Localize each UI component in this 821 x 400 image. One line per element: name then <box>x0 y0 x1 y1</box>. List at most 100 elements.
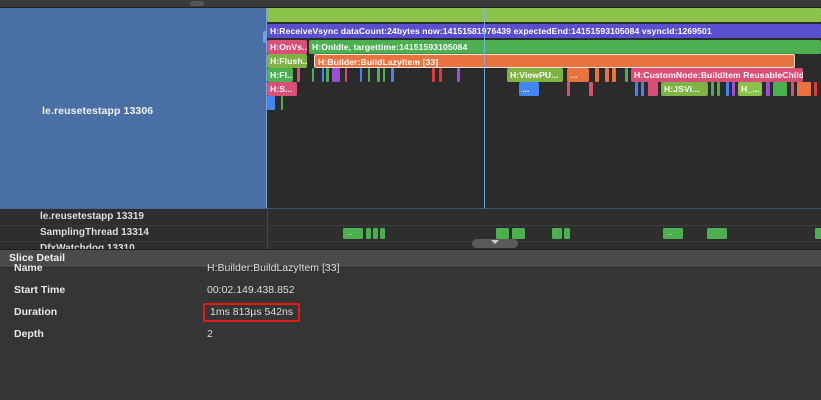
thread-label: DfxWatchdog 13310 <box>40 243 135 249</box>
timeline-slice[interactable] <box>383 68 385 82</box>
thread-row[interactable]: DfxWatchdog 13310 <box>0 241 821 249</box>
thread-list[interactable]: le.reusetestapp 13319 SamplingThread 1331… <box>0 209 821 249</box>
sampling-block[interactable] <box>373 228 378 239</box>
timeline-slice[interactable]: H:Fl... <box>267 68 293 82</box>
timeline-slice[interactable]: H:S... <box>267 82 297 96</box>
timeline-slice[interactable] <box>267 96 275 110</box>
track-flush-track[interactable]: H:Flush... H:Builder:BuildLazyItem [33] <box>267 54 821 68</box>
timeline-slice[interactable] <box>732 82 735 96</box>
detail-row: Name H:Builder:BuildLazyItem [33] <box>0 262 821 284</box>
sampling-block[interactable] <box>707 228 727 239</box>
timeline-slice[interactable] <box>635 82 638 96</box>
timeline-slice[interactable] <box>717 82 720 96</box>
sampling-block[interactable] <box>366 228 371 239</box>
timeline-slice[interactable]: H:ReceiveVsync dataCount:24bytes now:141… <box>267 24 821 38</box>
timeline-slice[interactable] <box>612 68 616 82</box>
detail-key: Name <box>14 262 43 274</box>
timeline-slice[interactable] <box>773 82 787 96</box>
sampling-block[interactable] <box>380 228 385 239</box>
track-detail-track[interactable]: H:Fl... H:ViewPU...... H:CustomNode:BuildI… <box>267 68 821 82</box>
timeline-slice[interactable] <box>641 82 644 96</box>
timeline-slice[interactable] <box>595 68 599 82</box>
timeline-slice[interactable] <box>567 82 570 96</box>
detail-row: Depth 2 <box>0 328 821 350</box>
chevron-down-icon <box>491 240 499 244</box>
sampling-block[interactable] <box>815 228 821 239</box>
timeline-slice[interactable]: ... <box>567 68 589 82</box>
timeline-panel[interactable]: le.reusetestapp 13306 H:ReceiveVsync dat… <box>0 8 821 249</box>
thread-row[interactable]: le.reusetestapp 13319 <box>0 209 821 226</box>
timeline-slice[interactable] <box>791 82 794 96</box>
timeline-slice[interactable]: H:OnIdle, targettime:14151593105084 <box>309 40 821 54</box>
timeline-slice[interactable] <box>332 68 340 82</box>
timeline-slice[interactable] <box>457 68 460 82</box>
timeline-slice[interactable] <box>711 82 714 96</box>
track-onvsync-track[interactable]: H:OnVs... H:OnIdle, targettime:1415159310… <box>267 40 821 54</box>
thread-label: SamplingThread 13314 <box>40 227 149 238</box>
thread-label: le.reusetestapp 13319 <box>40 211 144 222</box>
detail-row: Start Time 00:02.149.438.852 <box>0 284 821 306</box>
timeline-slice[interactable] <box>377 68 380 82</box>
sampling-block-label: ... <box>667 230 673 237</box>
timeline-slice[interactable] <box>281 96 283 110</box>
timeline-slice[interactable] <box>625 68 628 82</box>
track-leaf-track[interactable]: H:S...... H:JSVi... H_... <box>267 82 821 96</box>
track-async-green-track[interactable] <box>267 8 821 22</box>
track-vsync-track[interactable]: H:ReceiveVsync dataCount:24bytes now:141… <box>267 24 821 38</box>
timeline-slice[interactable] <box>432 68 435 82</box>
track-area[interactable]: H:ReceiveVsync dataCount:24bytes now:141… <box>267 8 821 209</box>
sampling-block[interactable]: ... <box>343 228 363 239</box>
panel-resize-handle[interactable] <box>472 239 518 248</box>
timeline-slice[interactable] <box>726 82 729 96</box>
timeline-slice[interactable] <box>814 82 817 96</box>
timeline-slice[interactable]: H:OnVs... <box>267 40 307 54</box>
sampling-block[interactable]: ... <box>663 228 683 239</box>
selected-process-panel[interactable]: le.reusetestapp 13306 <box>0 8 268 209</box>
sampling-block[interactable] <box>552 228 562 239</box>
timeline-slice[interactable] <box>267 8 821 22</box>
detail-key: Start Time <box>14 284 66 296</box>
timeline-slice[interactable]: H:ViewPU... <box>507 68 563 82</box>
timeline-slice[interactable] <box>648 82 658 96</box>
timeline-slice[interactable] <box>766 82 770 96</box>
detail-value: 2 <box>207 328 213 340</box>
window-top-strip <box>0 0 821 8</box>
track-tail-track[interactable] <box>267 96 821 110</box>
panel-separator <box>0 208 821 209</box>
timeline-slice[interactable] <box>391 68 394 82</box>
process-label: le.reusetestapp 13306 <box>42 105 154 117</box>
slice-detail-header: Slice Detail <box>0 250 821 268</box>
timeline-slice[interactable]: ... <box>519 82 539 96</box>
process-expand-tab-icon[interactable] <box>263 31 268 43</box>
sampling-block-label: ... <box>347 230 353 237</box>
timeline-slice[interactable]: H:CustomNode:BuildItem ReusableChild... <box>631 68 803 82</box>
timeline-slice[interactable] <box>439 68 442 82</box>
slice-detail-panel: Slice Detail Name H:Builder:BuildLazyItem… <box>0 249 821 400</box>
timeline-slice[interactable] <box>605 68 609 82</box>
timeline-slice[interactable] <box>312 68 314 82</box>
timeline-slice[interactable]: H:Flush... <box>267 54 307 68</box>
timeline-slice[interactable] <box>589 82 593 96</box>
timeline-slice[interactable] <box>297 68 300 82</box>
selected-slice[interactable]: H:Builder:BuildLazyItem [33] <box>314 54 795 68</box>
timeline-slice[interactable] <box>326 68 329 82</box>
sampling-block[interactable] <box>496 228 509 239</box>
timeline-slice[interactable] <box>345 68 347 82</box>
sampling-block[interactable] <box>564 228 570 239</box>
thread-row[interactable]: SamplingThread 13314 <box>0 225 821 242</box>
sampling-block[interactable] <box>512 228 525 239</box>
timeline-slice[interactable] <box>368 68 370 82</box>
timeline-slice[interactable] <box>797 82 811 96</box>
detail-row: Duration 1ms 813µs 542ns <box>0 303 821 328</box>
detail-key: Depth <box>14 328 44 340</box>
thread-divider <box>267 209 268 249</box>
timeline-slice[interactable] <box>360 68 362 82</box>
detail-value: H:Builder:BuildLazyItem [33] <box>207 262 340 274</box>
drag-nub-icon[interactable] <box>190 1 204 6</box>
detail-value-highlighted: 1ms 813µs 542ns <box>203 303 301 322</box>
timeline-slice[interactable]: H_... <box>738 82 762 96</box>
timeline-slice[interactable] <box>322 68 324 82</box>
timeline-slice[interactable]: H:JSVi... <box>661 82 708 96</box>
time-cursor[interactable] <box>484 8 485 249</box>
